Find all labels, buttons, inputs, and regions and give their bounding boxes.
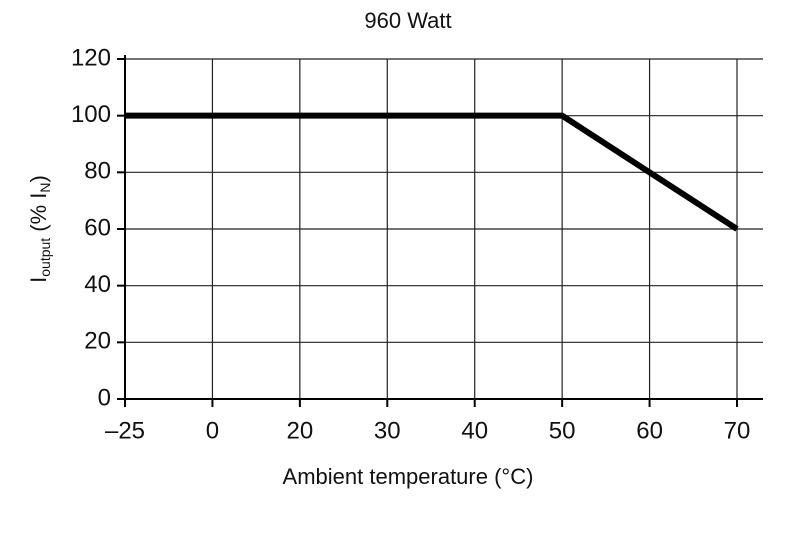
x-axis-label: Ambient temperature (°C) <box>283 464 534 489</box>
y-tick-label: 100 <box>71 101 111 128</box>
x-tick-label: 20 <box>287 417 314 444</box>
x-tick-label: 60 <box>636 417 663 444</box>
y-label-sub: output <box>37 238 53 277</box>
y-label-part: I <box>26 277 51 283</box>
y-tick-label: 120 <box>71 44 111 71</box>
y-tick-label: 80 <box>84 158 111 185</box>
x-tick-label: 0 <box>206 417 219 444</box>
x-tick-label: 40 <box>461 417 488 444</box>
chart-title: 960 Watt <box>364 8 451 33</box>
y-label-part: ) <box>26 175 51 182</box>
y-tick-label: 20 <box>84 328 111 355</box>
y-tick-label: 40 <box>84 271 111 298</box>
y-tick-label: 0 <box>98 384 111 411</box>
x-tick-label: 70 <box>724 417 751 444</box>
y-label-sub: N <box>37 182 53 192</box>
data-line <box>125 112 739 232</box>
y-label-part: (% I <box>26 193 51 238</box>
x-tick-label: 30 <box>374 417 401 444</box>
y-tick-label: 60 <box>84 214 111 241</box>
x-tick-label: 50 <box>549 417 576 444</box>
y-axis-label: Ioutput (% IN) <box>26 175 53 283</box>
x-tick-label: –25 <box>105 417 145 444</box>
